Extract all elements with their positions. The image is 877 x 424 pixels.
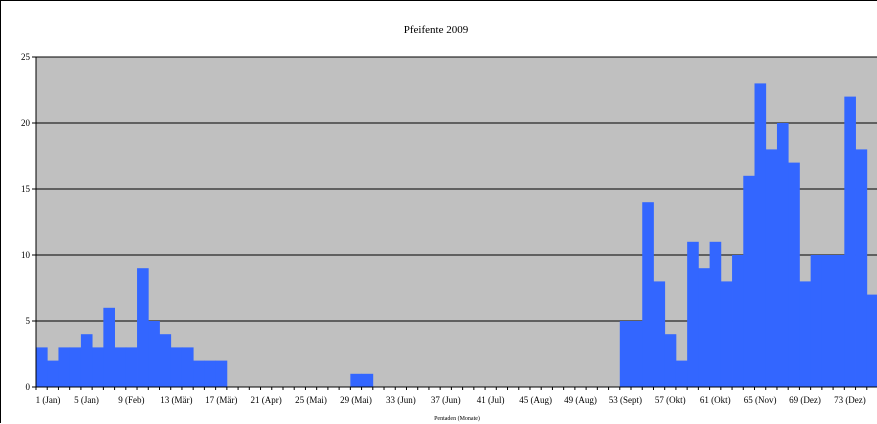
x-tick-label: 69 (Dez)	[789, 395, 821, 405]
bar-pentade-54	[631, 321, 643, 387]
bar-pentade-12	[159, 334, 172, 387]
x-tick-label: 61 (Okt)	[700, 395, 731, 405]
bar-pentade-1	[36, 347, 48, 387]
bar-pentade-72	[833, 255, 845, 387]
bar-pentade-65	[754, 83, 767, 388]
x-tick-label: 37 (Jun)	[431, 395, 461, 405]
x-tick-label: 9 (Feb)	[118, 395, 144, 405]
bar-pentade-17	[215, 360, 228, 387]
y-tick-label: 25	[21, 52, 31, 62]
x-tick-label: 5 (Jan)	[74, 395, 99, 405]
bar-pentade-2	[47, 360, 59, 387]
x-tick-label: 17 (Mär)	[205, 395, 237, 405]
bar-pentade-61	[709, 241, 722, 387]
bar-pentade-56	[653, 281, 666, 387]
x-tick-label: 65 (Nov)	[744, 395, 777, 405]
x-axis-title: Pentaden (Monate)	[434, 415, 480, 422]
x-tick-label: 49 (Aug)	[564, 395, 597, 405]
bar-pentade-73	[844, 96, 856, 387]
bar-pentade-60	[698, 268, 710, 387]
x-tick-label: 1 (Jan)	[36, 395, 61, 405]
x-axis: 1 (Jan) 5 (Jan) 9 (Feb) 13 (Mär) 17 (Mär) 21 …	[35, 386, 877, 405]
bar-pentade-13	[170, 347, 183, 387]
y-tick-label: 0	[26, 382, 31, 392]
bar-pentade-30	[361, 373, 374, 387]
bar-pentade-16	[204, 360, 217, 387]
bar-pentade-6	[92, 347, 104, 387]
y-tick-label: 5	[26, 316, 31, 326]
bar-pentade-14	[181, 347, 194, 387]
bar-pentade-57	[664, 334, 677, 387]
x-tick-label: 13 (Mär)	[160, 395, 192, 405]
bar-pentade-55	[642, 202, 654, 387]
bar-pentade-69	[799, 281, 812, 387]
x-tick-label: 41 (Jul)	[477, 395, 505, 405]
bar-pentade-59	[687, 241, 699, 387]
bar-pentade-70	[810, 255, 823, 387]
bar-pentade-63	[732, 255, 744, 387]
bar-pentade-4	[69, 347, 82, 387]
y-tick-label: 15	[21, 184, 31, 194]
bar-pentade-67	[776, 123, 789, 387]
x-tick-label: 29 (Mai)	[340, 395, 372, 405]
bar-pentade-11	[148, 321, 160, 387]
bar-pentade-71	[821, 255, 834, 387]
bar-pentade-7	[103, 307, 115, 387]
x-tick-label: 33 (Jun)	[386, 395, 416, 405]
bar-pentade-62	[720, 281, 733, 387]
bar-pentade-53	[619, 321, 632, 387]
bar-pentade-9	[125, 347, 138, 387]
bar-pentade-74	[855, 149, 868, 387]
x-tick-label: 53 (Sept)	[609, 395, 642, 405]
x-tick-label: 21 (Apr)	[251, 395, 282, 405]
x-tick-label: 57 (Okt)	[655, 395, 686, 405]
bar-pentade-10	[137, 268, 149, 387]
bar-pentade-8	[114, 347, 127, 387]
bar-pentade-58	[675, 360, 688, 387]
bar-pentade-3	[58, 347, 71, 387]
bar-pentade-15	[193, 360, 205, 387]
bar-pentade-68	[788, 162, 800, 387]
x-tick-label: 25 (Mai)	[295, 395, 327, 405]
bar-pentade-5	[80, 334, 93, 387]
y-tick-label: 20	[21, 118, 31, 128]
bar-series	[36, 83, 877, 388]
x-tick-label: 73 (Dez)	[834, 395, 866, 405]
bar-pentade-undefined	[866, 294, 877, 387]
y-tick-label: 10	[21, 250, 31, 260]
y-axis: 0 5 10 15 20 25	[21, 52, 37, 392]
bar-pentade-64	[743, 175, 755, 387]
bar-pentade-66	[765, 149, 778, 387]
x-tick-label: 45 (Aug)	[519, 395, 552, 405]
bar-pentade-29	[350, 373, 362, 387]
chart-title: Pfeifente 2009	[404, 24, 469, 36]
